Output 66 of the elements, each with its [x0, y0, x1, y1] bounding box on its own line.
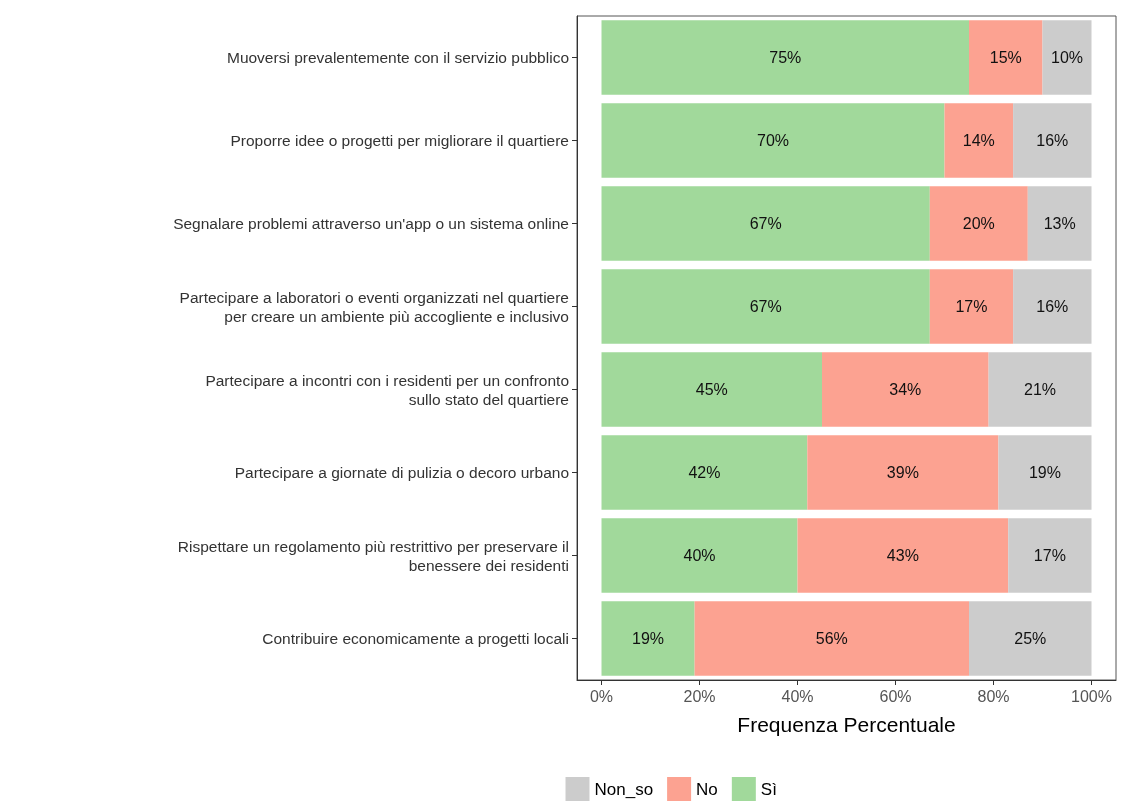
bar [601, 352, 822, 427]
y-tick-label: Partecipare a laboratori o eventi organizzati nel quartiere per creare un ambiente più accogliente e inclusivo [179, 288, 569, 325]
data-label: 45% [695, 381, 728, 398]
y-tick-label: Segnalare problemi attraverso un'app o un sistema online [173, 215, 569, 232]
x-axis-title: Frequenza Percentuale [737, 713, 956, 736]
data-label: 75% [769, 49, 802, 66]
bar [601, 269, 930, 344]
bar [822, 352, 989, 427]
bar [1042, 20, 1092, 95]
data-label: 21% [1024, 381, 1057, 398]
bar [988, 352, 1092, 427]
y-tick-label: Partecipare a incontri con i residenti per un confronto sullo stato del quartiere [205, 371, 569, 408]
data-label: 19% [632, 630, 665, 647]
bar [601, 435, 808, 510]
bar [969, 601, 1092, 676]
bar [1013, 103, 1092, 178]
bar [998, 435, 1092, 510]
x-tick-label: 0% [589, 687, 614, 705]
data-label: 17% [955, 298, 988, 315]
data-label: 13% [1043, 215, 1076, 232]
legend-label: No [696, 779, 718, 799]
x-tick-label: 100% [1071, 687, 1112, 705]
bar [601, 103, 945, 178]
bar [929, 186, 1028, 261]
x-tick-label: 80% [977, 687, 1010, 705]
bar [601, 186, 930, 261]
data-label: 19% [1028, 464, 1061, 481]
bar [1013, 269, 1092, 344]
data-label: 67% [749, 215, 782, 232]
bar [929, 269, 1014, 344]
data-label: 10% [1050, 49, 1084, 66]
x-tick-label: 20% [683, 687, 716, 705]
data-label: 17% [1033, 547, 1066, 564]
bar [797, 518, 1009, 593]
bar [601, 20, 969, 95]
bar [944, 103, 1014, 178]
data-label: 16% [1036, 132, 1069, 149]
data-label: 16% [1036, 298, 1069, 315]
y-tick-label: Proporre idee o progetti per migliorare il quartiere [230, 132, 569, 149]
data-label: 67% [749, 298, 782, 315]
bar [1027, 186, 1092, 261]
bar [694, 601, 969, 676]
data-label: 20% [962, 215, 995, 232]
legend-label: Sì [760, 779, 777, 799]
data-label: 40% [683, 547, 716, 564]
y-tick-label: Partecipare a giornate di pulizia o decoro urbano [234, 464, 569, 481]
x-tick-label: 40% [781, 687, 814, 705]
legend-label: Non_so [594, 779, 654, 799]
data-label: 15% [989, 49, 1022, 66]
data-label: 56% [815, 630, 848, 647]
data-label: 25% [1014, 630, 1047, 647]
data-label: 34% [889, 381, 922, 398]
data-label: 14% [962, 132, 995, 149]
bar [601, 518, 798, 593]
y-tick-label: Rispettare un regolamento più restrittivo per preservare il benessere dei residenti [177, 537, 569, 574]
bar [601, 601, 695, 676]
y-tick-label: Contribuire economicamente a progetti locali [262, 630, 569, 647]
y-tick-label: Muoversi prevalentemente con il servizio pubblico [226, 49, 569, 66]
bar [1008, 518, 1092, 593]
data-label: 43% [886, 547, 919, 564]
data-label: 70% [756, 132, 790, 149]
data-label: 42% [688, 464, 721, 481]
bar [807, 435, 999, 510]
x-tick-label: 60% [879, 687, 912, 705]
bar [969, 20, 1043, 95]
data-label: 39% [886, 464, 919, 481]
